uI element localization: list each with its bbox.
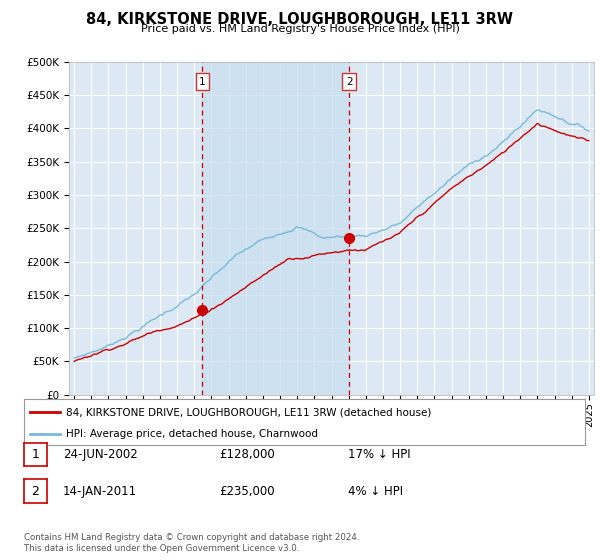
Bar [202, 62, 349, 395]
Text: 2: 2 [31, 484, 40, 498]
Text: 84, KIRKSTONE DRIVE, LOUGHBOROUGH, LE11 3RW: 84, KIRKSTONE DRIVE, LOUGHBOROUGH, LE11 … [86, 12, 514, 27]
Text: 14-JAN-2011: 14-JAN-2011 [63, 484, 137, 498]
Text: 84, KIRKSTONE DRIVE, LOUGHBOROUGH, LE11 3RW (detached house): 84, KIRKSTONE DRIVE, LOUGHBOROUGH, LE11 … [66, 407, 431, 417]
Text: Contains HM Land Registry data © Crown copyright and database right 2024.
This d: Contains HM Land Registry data © Crown c… [24, 533, 359, 553]
Text: 17% ↓ HPI: 17% ↓ HPI [348, 448, 410, 461]
Text: £128,000: £128,000 [219, 448, 275, 461]
Text: HPI: Average price, detached house, Charnwood: HPI: Average price, detached house, Char… [66, 429, 318, 438]
Text: £235,000: £235,000 [219, 484, 275, 498]
Text: 1: 1 [199, 77, 206, 87]
Text: 1: 1 [31, 448, 40, 461]
Text: 24-JUN-2002: 24-JUN-2002 [63, 448, 138, 461]
Text: Price paid vs. HM Land Registry's House Price Index (HPI): Price paid vs. HM Land Registry's House … [140, 24, 460, 34]
Text: 4% ↓ HPI: 4% ↓ HPI [348, 484, 403, 498]
Text: 2: 2 [346, 77, 353, 87]
